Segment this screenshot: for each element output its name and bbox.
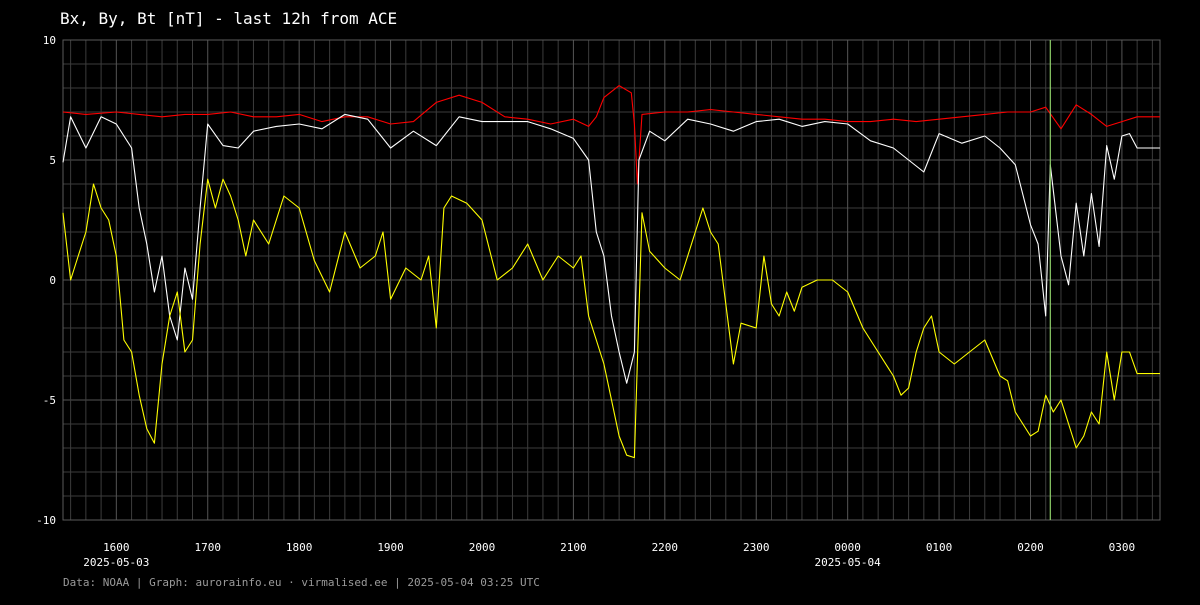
x-tick-label: 2300 (743, 541, 770, 554)
x-tick-date-label: 2025-05-03 (83, 556, 149, 569)
y-tick-label: 10 (43, 34, 56, 47)
series-line-white (62, 113, 1160, 384)
plot-frame (62, 39, 1161, 521)
footer-credits: Data: NOAA | Graph: aurorainfo.eu · virm… (63, 576, 540, 589)
x-tick-label: 0000 (834, 541, 861, 554)
series-line-yellow (62, 178, 1160, 459)
x-tick-label: 1600 (103, 541, 130, 554)
chart-title: Bx, By, Bt [nT] - last 12h from ACE (60, 9, 397, 28)
x-tick-label: 2000 (469, 541, 496, 554)
x-tick-date-label: 2025-05-04 (815, 556, 882, 569)
x-tick-label: 0300 (1109, 541, 1136, 554)
x-axis-ticks: 1600 2025-05-03 1700 1800 1900 2000 2100 2200 23… (83, 541, 1135, 569)
y-tick-label: -10 (36, 514, 56, 527)
series-layer (62, 85, 1160, 459)
y-tick-label: -5 (43, 394, 56, 407)
x-tick-label: 1700 (194, 541, 221, 554)
y-axis-ticks: 10 5 0 -5 -10 (36, 34, 56, 527)
y-tick-label: 5 (49, 154, 56, 167)
x-tick-label: 2100 (560, 541, 587, 554)
x-tick-label: 2200 (652, 541, 679, 554)
x-tick-label: 1900 (377, 541, 404, 554)
x-tick-label: 0200 (1017, 541, 1044, 554)
x-tick-label: 0100 (926, 541, 953, 554)
y-tick-label: 0 (49, 274, 56, 287)
x-tick-label: 1800 (286, 541, 313, 554)
series-line-red (62, 85, 1160, 185)
